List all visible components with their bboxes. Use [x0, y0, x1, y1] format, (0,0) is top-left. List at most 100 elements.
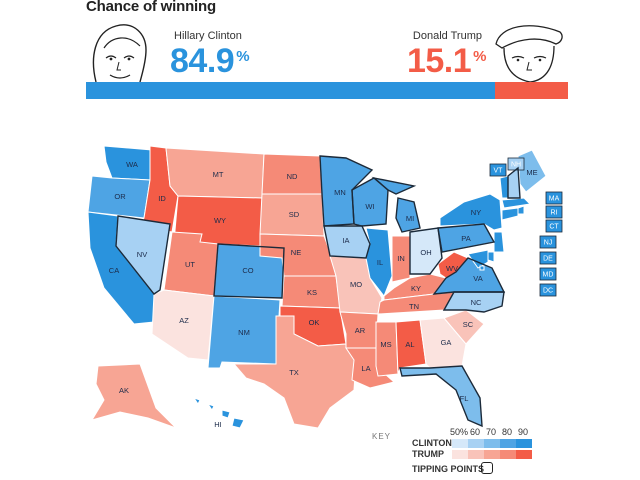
state-box-label-nj: NJ [544, 240, 553, 247]
state-ri[interactable] [517, 205, 525, 215]
state-label-id: ID [158, 194, 166, 203]
clinton-name: Hillary Clinton [174, 30, 242, 42]
state-box-label-vt: VT [494, 168, 504, 175]
tipping-outline [507, 166, 521, 199]
key-tipping-swatch [481, 462, 493, 474]
trump-pct-symbol: % [473, 48, 486, 65]
state-label-mn: MN [334, 188, 346, 197]
key-clinton-label: CLINTON [412, 438, 452, 448]
key-swatch-clinton-50 [452, 439, 468, 448]
state-box-ma[interactable] [545, 191, 563, 205]
state-label-la: LA [361, 364, 370, 373]
state-label-oh: OH [420, 248, 431, 257]
state-label-or: OR [114, 192, 126, 201]
state-label-ks: KS [307, 288, 317, 297]
state-label-ne: NE [291, 248, 301, 257]
tipping-outline [213, 243, 285, 299]
trump-percentage: 15.1% [407, 42, 487, 81]
state-ms[interactable] [375, 321, 399, 377]
state-nj[interactable] [493, 231, 505, 253]
win-probability-bar [86, 82, 568, 99]
state-box-dc[interactable] [539, 283, 557, 297]
key-tick: 80 [502, 427, 513, 437]
page-title: Chance of winning [86, 0, 216, 15]
state-box-nj[interactable] [539, 235, 557, 249]
key-title: KEY [372, 432, 392, 441]
clinton-bar-segment [86, 82, 496, 99]
state-label-ny: NY [471, 208, 481, 217]
tipping-outline [437, 223, 496, 253]
clinton-pct-symbol: % [236, 48, 250, 65]
state-label-al: AL [405, 340, 414, 349]
tipping-outline [115, 215, 171, 295]
state-box-ri[interactable] [545, 205, 563, 219]
state-label-fl: FL [460, 394, 469, 403]
state-label-il: IL [377, 258, 383, 267]
state-box-label-ma: MA [549, 196, 560, 203]
clinton-percentage: 84.9% [170, 42, 250, 81]
state-label-pa: PA [461, 234, 470, 243]
state-label-ak: AK [119, 386, 129, 395]
state-label-ut: UT [185, 260, 195, 269]
clinton-portrait [92, 24, 147, 83]
key-trump-swatches [452, 450, 532, 459]
state-label-tn: TN [409, 302, 419, 311]
state-label-in: IN [397, 254, 405, 263]
state-box-de[interactable] [539, 251, 557, 265]
key-swatch-clinton-80 [500, 439, 516, 448]
state-ak[interactable] [90, 363, 177, 428]
state-label-nd: ND [287, 172, 298, 181]
key-tick: 60 [470, 427, 481, 437]
map-key: KEY 50% 60 70 80 90 CLINTON TRUMP TIPPING PO… [372, 424, 572, 480]
state-dc[interactable] [479, 265, 485, 271]
key-swatch-trump-90 [516, 450, 532, 459]
state-label-hi: HI [214, 420, 222, 428]
state-box-md[interactable] [539, 267, 557, 281]
state-label-me: ME [526, 168, 537, 177]
state-label-nv: NV [137, 250, 147, 259]
trump-name: Donald Trump [412, 30, 482, 42]
state-me[interactable] [517, 149, 547, 193]
key-tick: 70 [486, 427, 497, 437]
state-label-wa: WA [126, 160, 138, 169]
state-box-vt[interactable] [489, 163, 507, 177]
state-ma[interactable] [501, 197, 532, 209]
state-box-label-ct: CT [549, 224, 559, 231]
state-vt[interactable] [499, 175, 509, 199]
state-tx[interactable] [232, 315, 357, 428]
state-nm[interactable] [207, 295, 281, 369]
state-label-tx: TX [289, 368, 299, 377]
state-box-label-md: MD [543, 272, 554, 279]
state-label-ms: MS [380, 340, 391, 349]
trump-portrait [495, 25, 563, 83]
clinton-pct-value: 84.9 [170, 42, 235, 80]
state-label-sd: SD [289, 210, 300, 219]
state-al[interactable] [395, 319, 427, 375]
trump-bar-segment [495, 82, 568, 99]
state-label-ga: GA [441, 338, 452, 347]
key-swatch-clinton-90 [516, 439, 532, 448]
state-label-va: VA [473, 274, 482, 283]
key-swatch-trump-70 [484, 450, 500, 459]
state-label-mo: MO [350, 280, 362, 289]
state-label-az: AZ [179, 316, 189, 325]
tipping-outline [323, 225, 371, 259]
state-sc[interactable] [443, 309, 485, 345]
state-ct[interactable] [501, 207, 519, 221]
state-box-ct[interactable] [545, 219, 563, 233]
state-label-sc: SC [463, 320, 474, 329]
state-box-label-ri: RI [551, 210, 558, 217]
state-label-ia: IA [342, 236, 349, 245]
state-de[interactable] [487, 251, 495, 263]
state-az[interactable] [151, 289, 215, 361]
state-label-ar: AR [355, 326, 366, 335]
state-label-mi: MI [406, 214, 414, 223]
key-clinton-swatches [452, 439, 532, 448]
state-box-label-de: DE [543, 256, 553, 263]
key-swatch-trump-80 [500, 450, 516, 459]
state-hi[interactable] [192, 397, 245, 428]
state-label-mt: MT [213, 170, 224, 179]
state-label-wi: WI [365, 202, 374, 211]
tipping-outline [432, 257, 506, 295]
state-ny[interactable] [439, 193, 503, 231]
